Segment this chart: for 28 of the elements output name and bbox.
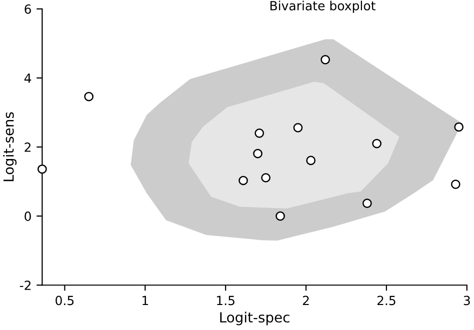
x-tick-label: 2.5 — [377, 296, 396, 306]
chart-title: Bivariate boxplot — [270, 0, 376, 13]
y-tick-label: 4 — [24, 74, 32, 83]
point — [276, 211, 285, 221]
point — [320, 54, 330, 64]
point — [238, 176, 248, 186]
x-tick-label: 2 — [302, 296, 309, 306]
y-tick-label: 2 — [24, 142, 31, 152]
x-tick-label: 1 — [142, 296, 148, 306]
point — [293, 123, 303, 132]
point — [450, 180, 460, 189]
x-tick-label: 1.5 — [217, 296, 234, 306]
point — [84, 92, 94, 102]
point — [454, 122, 464, 132]
y-tick-label: 6 — [24, 4, 31, 14]
y-axis-title: Logit-sens — [3, 112, 17, 182]
y-tick-label: -2 — [20, 280, 31, 290]
point — [254, 128, 264, 138]
point — [372, 138, 382, 148]
x-tick-label: 3 — [464, 296, 470, 306]
point — [38, 164, 47, 174]
x-tick-label: 0.5 — [56, 296, 74, 306]
y-tick-label: 0 — [24, 212, 31, 221]
x-axis-title: Logit-spec — [220, 312, 290, 326]
point — [261, 173, 270, 182]
point — [362, 198, 372, 208]
point — [306, 156, 316, 166]
point — [253, 148, 262, 158]
